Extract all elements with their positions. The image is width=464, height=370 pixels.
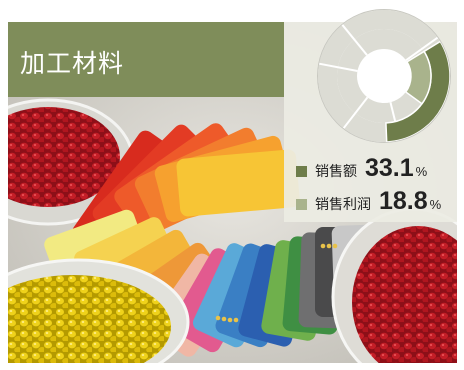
ring-divider [318,62,358,72]
sales-unit: % [415,164,428,179]
ring-divider [341,24,368,56]
page-title: 加工材料 [20,49,125,78]
sales-label: 销售额 [315,164,357,180]
ring-track [336,29,431,123]
donut-outline [317,9,451,143]
title-band [8,22,284,97]
sales-swatch [296,166,307,177]
swatch-fan [44,123,390,357]
legend-row-profit: 销售利润 18.8 % [296,187,441,216]
ring-divider [342,96,369,129]
ring-divider [405,36,439,62]
profit-unit: % [429,197,442,212]
profit-swatch [296,199,307,210]
donut-hole [362,54,406,98]
profit-value: 18.8 [379,187,428,215]
donut-chart [317,9,451,143]
profit-label: 销售利润 [315,197,371,213]
sales-value: 33.1 [365,154,414,182]
profit-ring-segment [404,50,432,105]
legend-row-sales: 销售额 33.1 % [296,154,427,183]
